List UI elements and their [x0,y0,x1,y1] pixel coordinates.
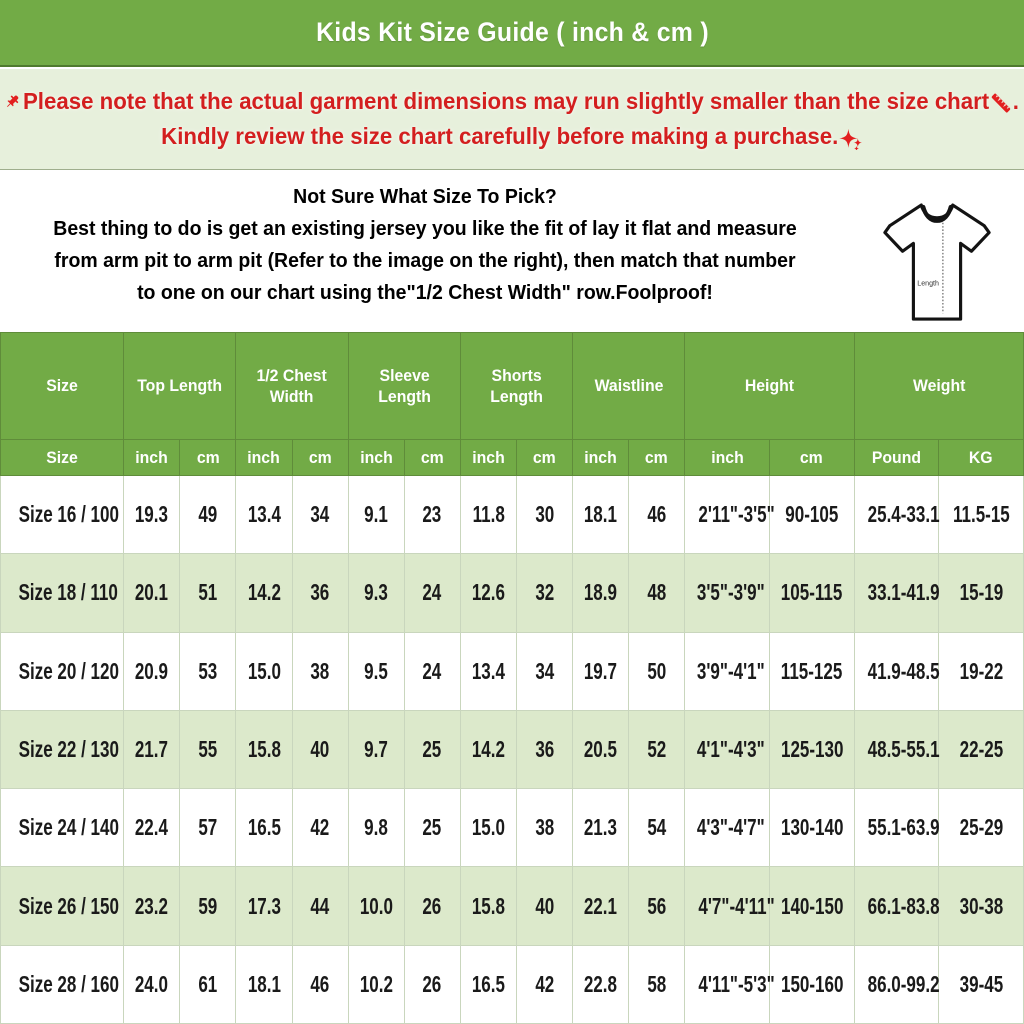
svg-text:Length: Length [917,280,939,288]
